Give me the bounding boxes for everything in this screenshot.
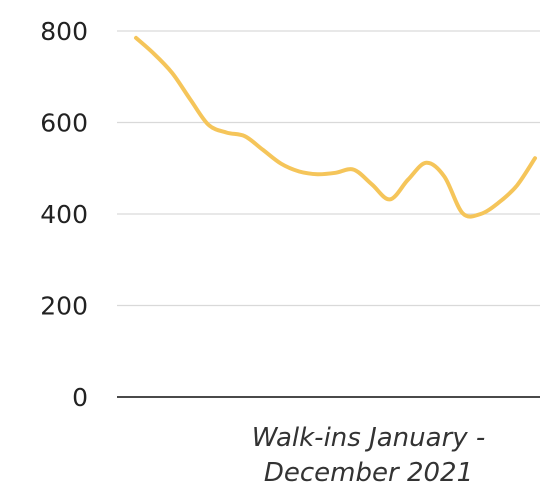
y-tick-label-0: 0 [72, 383, 88, 412]
y-tick-label-200: 200 [40, 292, 88, 321]
x-axis-label-line-2: December 2021 [264, 458, 473, 488]
gridlines [117, 30, 540, 307]
y-tick-labels: 0 200 400 600 800 [40, 17, 88, 412]
y-tick-label-800: 800 [40, 17, 88, 46]
y-tick-label-400: 400 [40, 200, 88, 229]
series-layer [134, 35, 537, 219]
y-tick-label-600: 600 [40, 109, 88, 138]
series-line-0 [134, 35, 537, 219]
x-axis-label-line-1: Walk-ins January - [252, 423, 486, 453]
